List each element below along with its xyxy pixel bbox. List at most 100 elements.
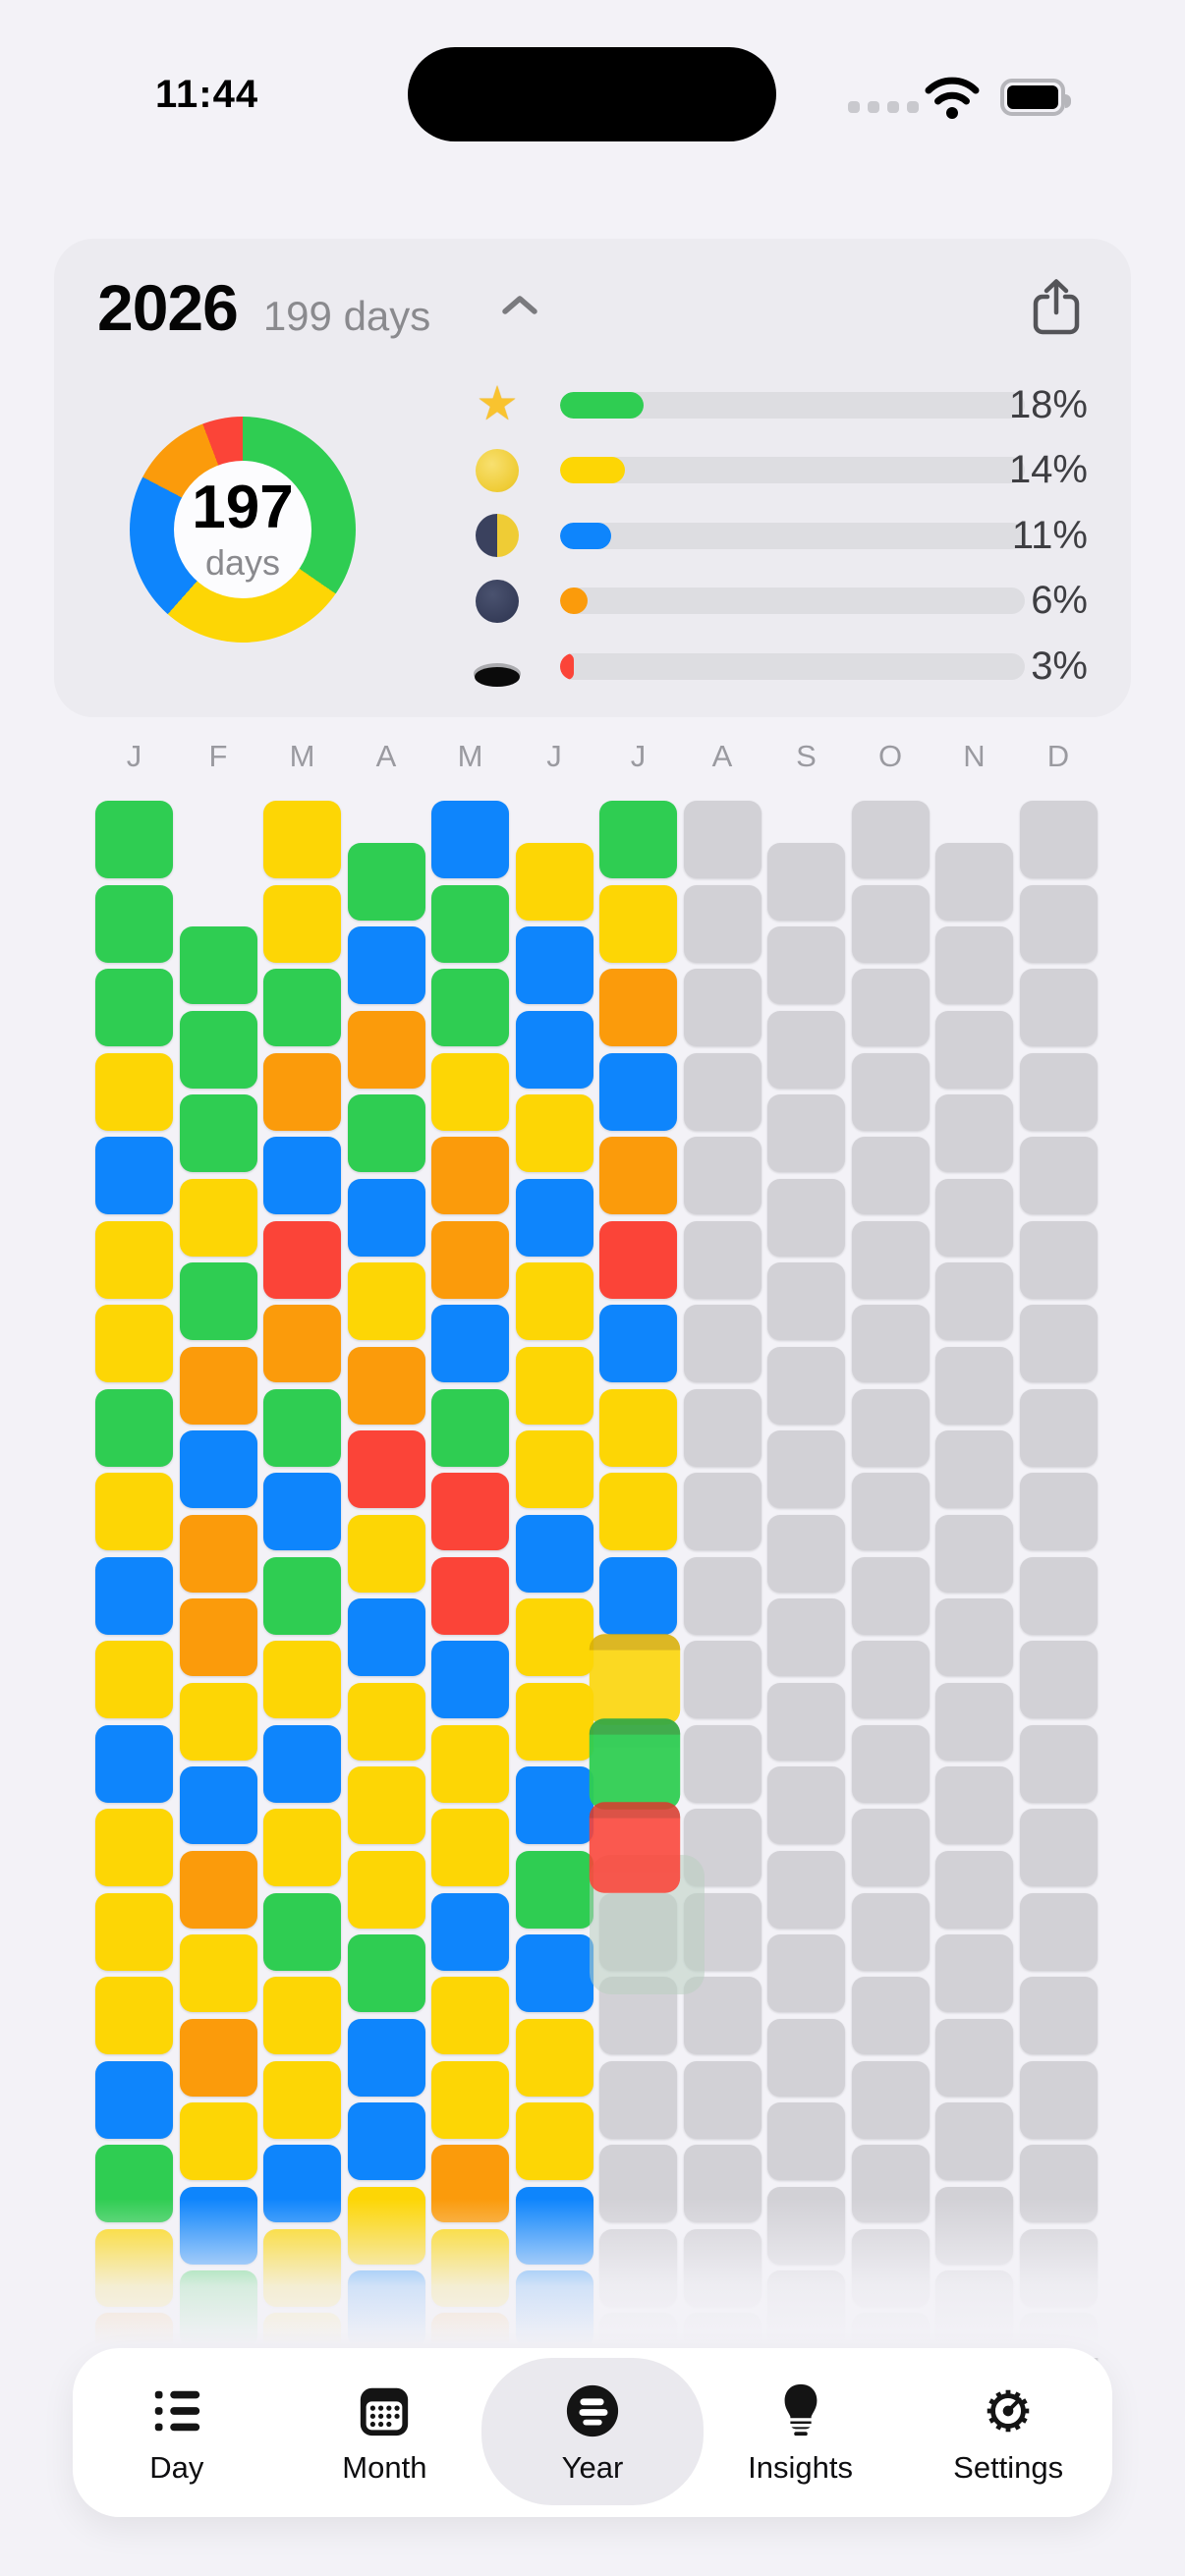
tab-settings[interactable]: Settings [904, 2348, 1112, 2517]
day-cell[interactable] [851, 1137, 930, 1214]
day-cell[interactable] [515, 1178, 593, 1257]
day-cell[interactable] [515, 1766, 593, 1845]
day-cell[interactable] [935, 1598, 1013, 1677]
tab-year[interactable]: Year [480, 2348, 704, 2517]
day-cell[interactable] [95, 1724, 173, 1803]
day-cell[interactable] [1019, 1809, 1098, 1886]
day-cell[interactable] [935, 1850, 1013, 1929]
day-cell[interactable] [95, 1220, 173, 1299]
day-cell[interactable] [767, 1598, 845, 1677]
day-cell[interactable] [599, 1473, 677, 1550]
day-cell[interactable] [599, 2060, 677, 2139]
day-cell[interactable] [347, 842, 425, 921]
day-cell[interactable] [599, 1388, 677, 1467]
day-cell[interactable] [515, 1262, 593, 1341]
day-cell[interactable] [431, 1137, 509, 1214]
day-cell[interactable] [1019, 969, 1098, 1046]
day-cell[interactable] [683, 1137, 762, 1214]
day-cell[interactable] [179, 1514, 257, 1593]
day-cell[interactable] [347, 1934, 425, 2013]
day-cell[interactable] [767, 1178, 845, 1257]
day-cell[interactable] [95, 1977, 173, 2054]
day-cell[interactable] [851, 1724, 930, 1803]
day-cell[interactable] [431, 884, 509, 963]
day-cell[interactable] [95, 801, 173, 878]
day-cell[interactable] [935, 1346, 1013, 1425]
day-cell[interactable] [851, 801, 930, 878]
day-cell[interactable] [515, 1598, 593, 1677]
day-cell[interactable] [347, 1850, 425, 1929]
day-cell[interactable] [179, 1262, 257, 1341]
day-cell[interactable] [935, 2102, 1013, 2181]
tab-month[interactable]: Month [281, 2348, 489, 2517]
day-cell[interactable] [179, 1346, 257, 1425]
day-cell[interactable] [515, 1682, 593, 1761]
day-cell[interactable] [263, 1724, 341, 1803]
day-cell[interactable] [1019, 1220, 1098, 1299]
day-cell[interactable] [347, 1514, 425, 1593]
day-cell[interactable] [599, 1052, 677, 1131]
day-cell[interactable] [1019, 1556, 1098, 1635]
day-cell[interactable] [1019, 1977, 1098, 2054]
day-cell[interactable] [683, 801, 762, 878]
day-cell[interactable] [935, 1934, 1013, 2013]
day-cell[interactable] [767, 2102, 845, 2181]
day-cell[interactable] [851, 969, 930, 1046]
day-cell[interactable] [851, 1220, 930, 1299]
day-cell[interactable] [431, 1724, 509, 1803]
day-cell[interactable] [515, 842, 593, 921]
day-cell[interactable] [431, 1388, 509, 1467]
day-cell[interactable] [589, 1802, 681, 1893]
day-cell[interactable] [515, 1934, 593, 2013]
day-cell[interactable] [1019, 1052, 1098, 1131]
day-cell[interactable] [95, 1641, 173, 1718]
day-cell[interactable] [935, 1682, 1013, 1761]
day-cell[interactable] [515, 1010, 593, 1089]
day-cell[interactable] [515, 2018, 593, 2097]
day-cell[interactable] [431, 2060, 509, 2139]
day-cell[interactable] [767, 1766, 845, 1845]
day-cell[interactable] [179, 2018, 257, 2097]
day-cell[interactable] [263, 1473, 341, 1550]
day-cell[interactable] [431, 969, 509, 1046]
day-cell[interactable] [683, 1220, 762, 1299]
day-cell[interactable] [95, 2060, 173, 2139]
day-cell[interactable] [263, 1052, 341, 1131]
day-cell[interactable] [683, 1724, 762, 1803]
day-cell[interactable] [683, 1052, 762, 1131]
day-cell[interactable] [431, 801, 509, 878]
day-cell[interactable] [347, 1010, 425, 1089]
day-cell[interactable] [683, 969, 762, 1046]
day-cell[interactable] [263, 1809, 341, 1886]
day-cell[interactable] [1019, 1473, 1098, 1550]
day-cell[interactable] [851, 1556, 930, 1635]
day-cell[interactable] [851, 1388, 930, 1467]
day-cell[interactable] [431, 1052, 509, 1131]
day-cell[interactable] [179, 1682, 257, 1761]
day-cell[interactable] [431, 1892, 509, 1971]
day-cell[interactable] [179, 1178, 257, 1257]
day-cell[interactable] [179, 1850, 257, 1929]
day-cell[interactable] [179, 1094, 257, 1173]
day-cell[interactable] [347, 1682, 425, 1761]
day-cell[interactable] [347, 1598, 425, 1677]
day-cell[interactable] [515, 926, 593, 1005]
day-cell[interactable] [935, 1178, 1013, 1257]
day-cell[interactable] [935, 1094, 1013, 1173]
day-cell[interactable] [95, 1809, 173, 1886]
day-cell[interactable] [515, 2102, 593, 2181]
day-cell[interactable] [1019, 2060, 1098, 2139]
day-cell[interactable] [683, 1388, 762, 1467]
day-cell[interactable] [683, 884, 762, 963]
day-cell[interactable] [431, 1809, 509, 1886]
day-cell[interactable] [347, 2102, 425, 2181]
day-cell[interactable] [1019, 1305, 1098, 1382]
tab-insights[interactable]: Insights [697, 2348, 905, 2517]
day-cell[interactable] [95, 1892, 173, 1971]
day-cell[interactable] [935, 1010, 1013, 1089]
day-cell[interactable] [851, 2060, 930, 2139]
day-cell[interactable] [599, 969, 677, 1046]
day-cell[interactable] [263, 1137, 341, 1214]
day-cell[interactable] [935, 842, 1013, 921]
day-cell[interactable] [935, 1514, 1013, 1593]
